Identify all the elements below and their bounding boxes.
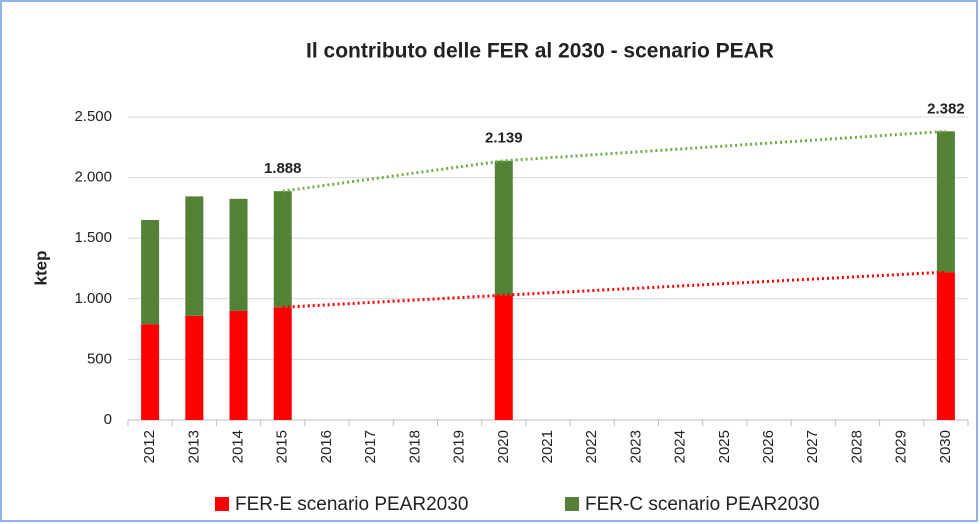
x-tick-label: 2018 [406,430,423,463]
x-tick-label: 2022 [583,430,600,463]
x-tick-label: 2024 [672,430,689,463]
legend-label: FER-E scenario PEAR2030 [235,494,468,515]
bar [494,295,513,420]
total-label: 1.888 [264,160,302,177]
x-tick-label: 2017 [362,430,379,463]
trend-line [282,270,946,309]
total-label: 2.139 [485,130,523,147]
y-tick-label: 0 [104,411,112,428]
y-axis-label: ktep [31,251,50,286]
legend-label: FER-C scenario PEAR2030 [585,494,819,515]
legend-swatch [215,497,229,511]
bar [936,272,955,420]
x-tick-label: 2023 [627,430,644,463]
bar [141,324,160,420]
x-tick-label: 2025 [716,430,733,463]
bar [185,315,204,420]
x-tick-label: 2021 [539,430,556,463]
bar [141,220,160,325]
x-tick-label: 2029 [893,430,910,463]
x-tick-label: 2019 [451,430,468,463]
x-tick-label: 2026 [760,430,777,463]
y-tick-label: 1.500 [74,229,112,246]
x-tick-label: 2016 [318,430,335,463]
x-tick-label: 2012 [141,430,158,463]
legend-swatch [565,497,579,511]
y-tick-label: 500 [87,350,112,367]
x-tick-label: 2015 [274,430,291,463]
x-tick-label: 2014 [229,430,246,463]
y-tick-label: 2.500 [74,108,112,125]
y-tick-label: 1.000 [74,290,112,307]
bar [185,196,204,316]
x-tick-label: 2027 [804,430,821,463]
bar [936,131,955,273]
x-tick-label: 2013 [185,430,202,463]
x-tick-label: 2020 [495,430,512,463]
x-tick-label: 2028 [848,430,865,463]
y-tick-label: 2.000 [74,169,112,186]
bar [273,191,292,308]
bar [273,307,292,420]
chart-title: Il contributo delle FER al 2030 - scenar… [306,40,774,63]
bar [494,160,513,296]
x-tick-label: 2030 [937,430,954,463]
total-label: 2.382 [927,100,965,117]
bar [229,198,248,311]
bar [229,310,248,420]
